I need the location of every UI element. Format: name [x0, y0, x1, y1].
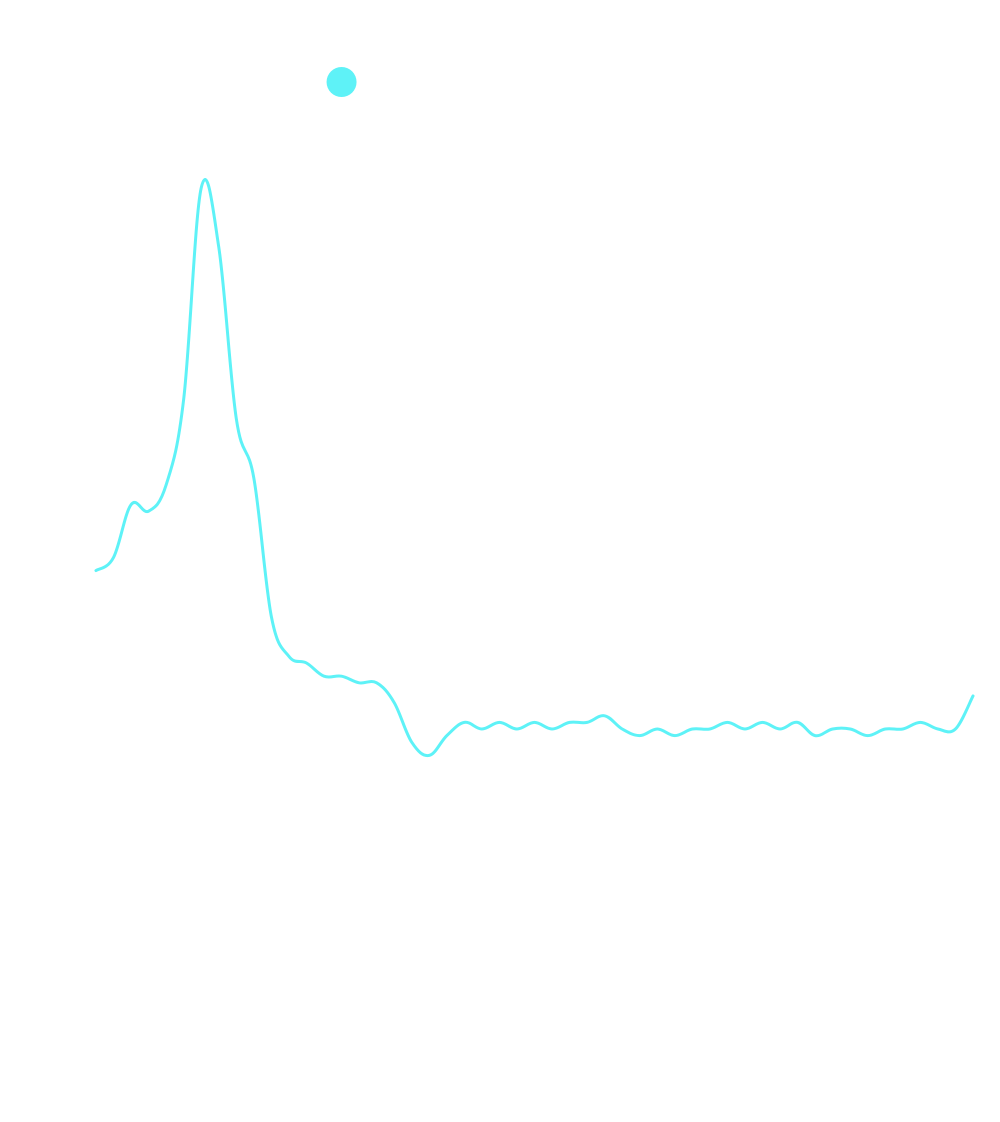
series-line — [94, 178, 975, 758]
point-marker — [326, 67, 357, 97]
series-layer — [94, 178, 975, 758]
marker-layer — [326, 67, 357, 97]
